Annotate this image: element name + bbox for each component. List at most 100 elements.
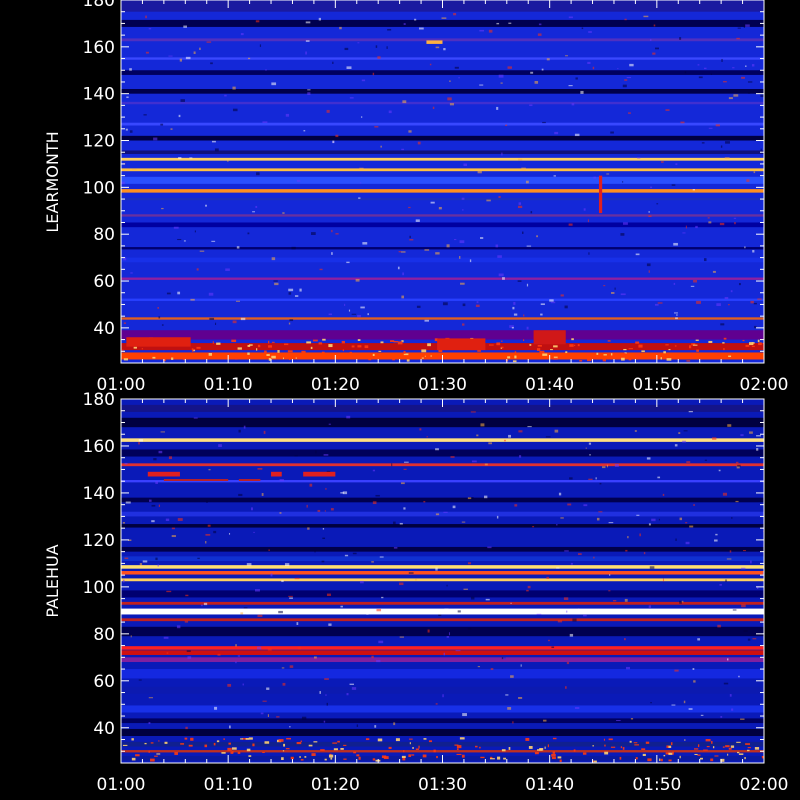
frequency-band [121,511,764,517]
frequency-band [121,650,764,655]
x-tick-label: 01:20 [311,775,360,795]
y-tick-label: 100 [83,178,115,198]
x-tick-label: 01:10 [204,375,253,395]
frequency-band [121,176,764,184]
frequency-band [121,728,764,736]
frequency-band [121,463,764,467]
frequency-band [121,718,764,724]
burst-patch [271,471,282,477]
spectrogram-noise [121,13,764,363]
y-tick-label: 180 [83,0,115,11]
frequency-band [121,197,764,201]
frequency-band [121,101,764,105]
y-tick-label: 60 [93,672,115,692]
y-tick-label: 80 [93,225,115,245]
burst-patch [126,337,191,347]
y-tick-label: 140 [83,85,115,105]
y-tick-label: 160 [83,437,115,457]
frequency-band [121,135,764,141]
x-tick-label: 01:20 [311,375,360,395]
frequency-band [121,705,764,713]
x-tick-label: 01:40 [525,775,574,795]
frequency-band [121,19,764,27]
y-tick-label: 140 [83,484,115,504]
palehua-spectrogram [121,399,764,763]
x-tick-label: 01:50 [632,375,681,395]
frequency-band [121,122,764,126]
learmonth-y-ticks: 40 60 80 100 120 140 160 180 [83,0,764,364]
frequency-band [121,222,764,228]
y-tick-label: 80 [93,625,115,645]
y-tick-label: 40 [93,719,115,739]
frequency-band [121,257,764,263]
frequency-band [121,578,764,582]
burst-patch [303,471,336,477]
burst-patch [238,479,261,481]
x-tick-label: 01:10 [204,775,253,795]
frequency-band [121,88,764,94]
frequency-band [121,556,764,562]
frequency-band [121,657,764,663]
learmonth-spectrogram [121,0,764,363]
palehua-axis-title: PALEHUA [43,544,62,617]
frequency-band [121,546,764,552]
frequency-band [121,157,764,161]
y-tick-label: 60 [93,272,115,292]
frequency-band [121,741,764,747]
x-tick-label: 01:30 [418,375,467,395]
x-tick-label: 01:50 [632,775,681,795]
y-tick-label: 40 [93,319,115,339]
frequency-band [121,750,764,753]
frequency-band [121,571,764,575]
frequency-band [121,277,764,280]
x-tick-label: 01:30 [418,775,467,795]
frequency-band [121,247,764,250]
frequency-band [121,565,764,569]
frequency-band [121,317,764,320]
frequency-band [121,524,764,528]
frequency-band [121,626,764,637]
frequency-band [121,608,764,615]
frequency-band [121,38,764,42]
frequency-band [121,590,764,598]
palehua-y-ticks: 40 60 80 100 120 140 160 180 [83,390,764,764]
frequency-band [121,417,764,428]
y-tick-label: 180 [83,390,115,410]
frequency-band [121,214,764,217]
x-tick-label: 01:00 [97,775,146,795]
y-tick-label: 100 [83,578,115,598]
frequency-band [121,189,764,193]
y-tick-label: 120 [83,531,115,551]
x-tick-label: 01:40 [525,375,574,395]
burst-patch [163,479,229,481]
frequency-band [121,601,764,605]
frequency-band [121,404,764,412]
x-tick-label: 02:00 [740,775,789,795]
frequency-band [121,168,764,172]
frequency-band [121,646,764,650]
learmonth-x-ticks: 01:00 01:10 01:20 01:30 01:40 01:50 02:00 [97,0,789,395]
frequency-band [121,150,764,154]
frequency-band [121,70,764,75]
frequency-band [121,438,764,442]
frequency-band [121,618,764,622]
y-tick-label: 120 [83,132,115,152]
burst-patch [437,338,486,351]
spectrogram-noise [122,410,764,763]
frequency-band [121,449,764,457]
y-tick-label: 160 [83,38,115,58]
burst-patch [533,330,566,345]
frequency-band [121,57,764,60]
x-tick-label: 02:00 [740,375,789,395]
palehua-x-ticks: 01:00 01:10 01:20 01:30 01:40 01:50 02:00 [97,399,789,795]
burst-patch [598,175,603,214]
frequency-band [121,686,764,694]
frequency-band [121,480,764,483]
burst-patch [147,471,180,477]
frequency-band [121,669,764,679]
frequency-band [121,298,764,301]
frequency-band [121,497,764,503]
